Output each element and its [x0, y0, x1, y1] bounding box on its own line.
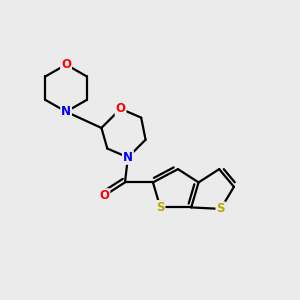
Text: S: S — [216, 202, 225, 215]
Text: N: N — [123, 151, 133, 164]
Text: O: O — [99, 189, 110, 202]
Text: O: O — [61, 58, 71, 71]
Text: N: N — [61, 105, 71, 118]
Text: S: S — [156, 201, 165, 214]
Text: O: O — [116, 102, 126, 115]
